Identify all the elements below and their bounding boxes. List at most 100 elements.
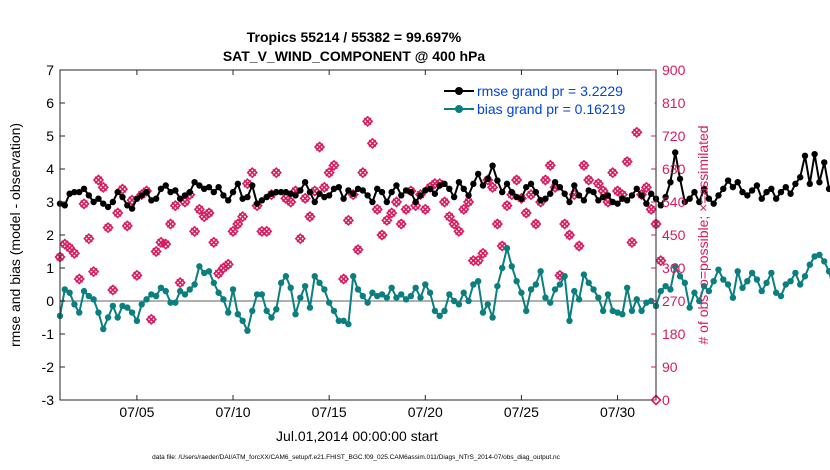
y-axis-left-label: rmse and bias (model - observation)	[7, 123, 23, 347]
obs-assimilated-point	[238, 212, 247, 221]
rmse-point	[364, 192, 371, 199]
obs-possible-point	[208, 236, 220, 248]
obs-assimilated-point	[402, 205, 410, 214]
obs-assimilated-point	[301, 194, 309, 203]
bias-point	[181, 291, 189, 298]
bias-point	[244, 327, 251, 334]
rmse-point	[739, 188, 746, 196]
bias-point	[763, 279, 770, 287]
obs-possible-point	[443, 211, 455, 223]
bias-point	[90, 296, 97, 303]
obs-possible-point	[222, 258, 234, 270]
rmse-point	[71, 188, 78, 196]
rmse-point	[407, 188, 415, 196]
obs-possible-point	[352, 244, 364, 256]
obs-assimilated-point	[613, 187, 622, 195]
rmse-point	[777, 188, 785, 196]
legend-bias-label: bias grand pr = 0.16219	[477, 101, 625, 117]
rmse-point	[744, 192, 751, 199]
obs-possible-point	[357, 167, 369, 179]
obs-possible-point	[88, 266, 100, 278]
obs-possible-point	[145, 313, 157, 325]
bias-point	[412, 284, 419, 291]
obs-possible-point	[458, 203, 470, 215]
bias-point	[393, 294, 400, 301]
obs-possible-point	[631, 126, 643, 138]
bias-point	[479, 309, 487, 316]
rmse-point	[263, 193, 270, 201]
obs-possible-point	[102, 222, 114, 234]
rmse-point	[763, 188, 770, 196]
bias-point	[494, 282, 501, 290]
bias-point	[297, 294, 304, 301]
bias-point	[710, 278, 717, 285]
bias-point	[523, 307, 530, 315]
y-left-tick-label: 6	[46, 95, 54, 111]
bias-point	[672, 263, 679, 270]
rmse-point	[330, 185, 338, 192]
obs-assimilated-point	[320, 183, 329, 192]
rmse-point	[306, 188, 314, 196]
obs-assimilated-point	[440, 198, 449, 206]
rmse-point	[484, 175, 491, 183]
rmse-point	[85, 192, 93, 199]
obs-possible-point	[477, 247, 489, 259]
rmse-point	[604, 192, 612, 199]
obs-possible-point	[328, 159, 340, 171]
rmse-point	[470, 180, 477, 188]
rmse-point	[253, 200, 261, 207]
obs-assimilated-point	[229, 227, 237, 236]
obs-assimilated-point	[488, 183, 497, 192]
obs-assimilated-point	[503, 201, 511, 210]
bias-point	[825, 268, 830, 275]
bias-point	[340, 317, 347, 324]
rmse-point	[162, 182, 169, 189]
bias-point	[359, 292, 367, 300]
bias-point	[253, 291, 261, 298]
obs-possible-point	[140, 185, 153, 197]
bias-point	[744, 278, 751, 285]
rmse-point	[152, 195, 160, 202]
y-right-tick-label: 630	[662, 161, 686, 177]
x-tick-label: 07/15	[312, 404, 347, 420]
bias-point	[273, 306, 280, 313]
bias-point	[109, 302, 117, 310]
rmse-point	[561, 190, 568, 197]
obs-assimilated-point	[565, 231, 574, 239]
rmse-point	[200, 185, 208, 192]
obs-assimilated-point	[632, 128, 641, 137]
rmse-point	[585, 187, 592, 194]
bias-point	[599, 307, 607, 315]
bias-point	[638, 307, 645, 315]
bias-point	[556, 281, 564, 288]
rmse-point	[258, 197, 266, 204]
obs-assimilated-point	[382, 216, 391, 225]
bias-point	[104, 314, 112, 321]
rmse-point	[811, 150, 818, 158]
y-axis-left: -3 -2 -1 0 1 2 3 4 5 6 7	[42, 62, 65, 408]
obs-assimilated-point	[80, 199, 88, 208]
rmse-point	[801, 152, 809, 159]
obs-possible-point	[337, 273, 350, 285]
obs-possible-point	[246, 167, 258, 179]
rmse-point	[782, 183, 789, 191]
obs-assimilated-point	[248, 168, 257, 177]
bias-point	[162, 287, 169, 295]
chart-title: Tropics 55214 / 55382 = 99.697%	[247, 29, 462, 45]
bias-point	[821, 258, 828, 265]
rmse-point	[104, 203, 112, 211]
rmse-point	[282, 188, 290, 196]
obs-assimilated-point	[166, 220, 175, 228]
plot-area: 07/05 07/10 07/15 07/20 07/25 07/30 -3 -2 -1 0 1 2…	[42, 62, 830, 420]
obs-possible-point	[645, 203, 657, 215]
obs-assimilated-point	[623, 157, 632, 166]
obs-possible-point	[611, 185, 624, 197]
bias-point	[768, 269, 775, 277]
bias-point	[489, 314, 496, 321]
bias-point	[200, 269, 208, 277]
bias-point	[681, 279, 689, 287]
legend-box	[437, 79, 655, 121]
bias-point	[484, 301, 491, 308]
y-left-tick-label: 4	[46, 161, 54, 177]
obs-assimilated-point	[493, 220, 502, 228]
